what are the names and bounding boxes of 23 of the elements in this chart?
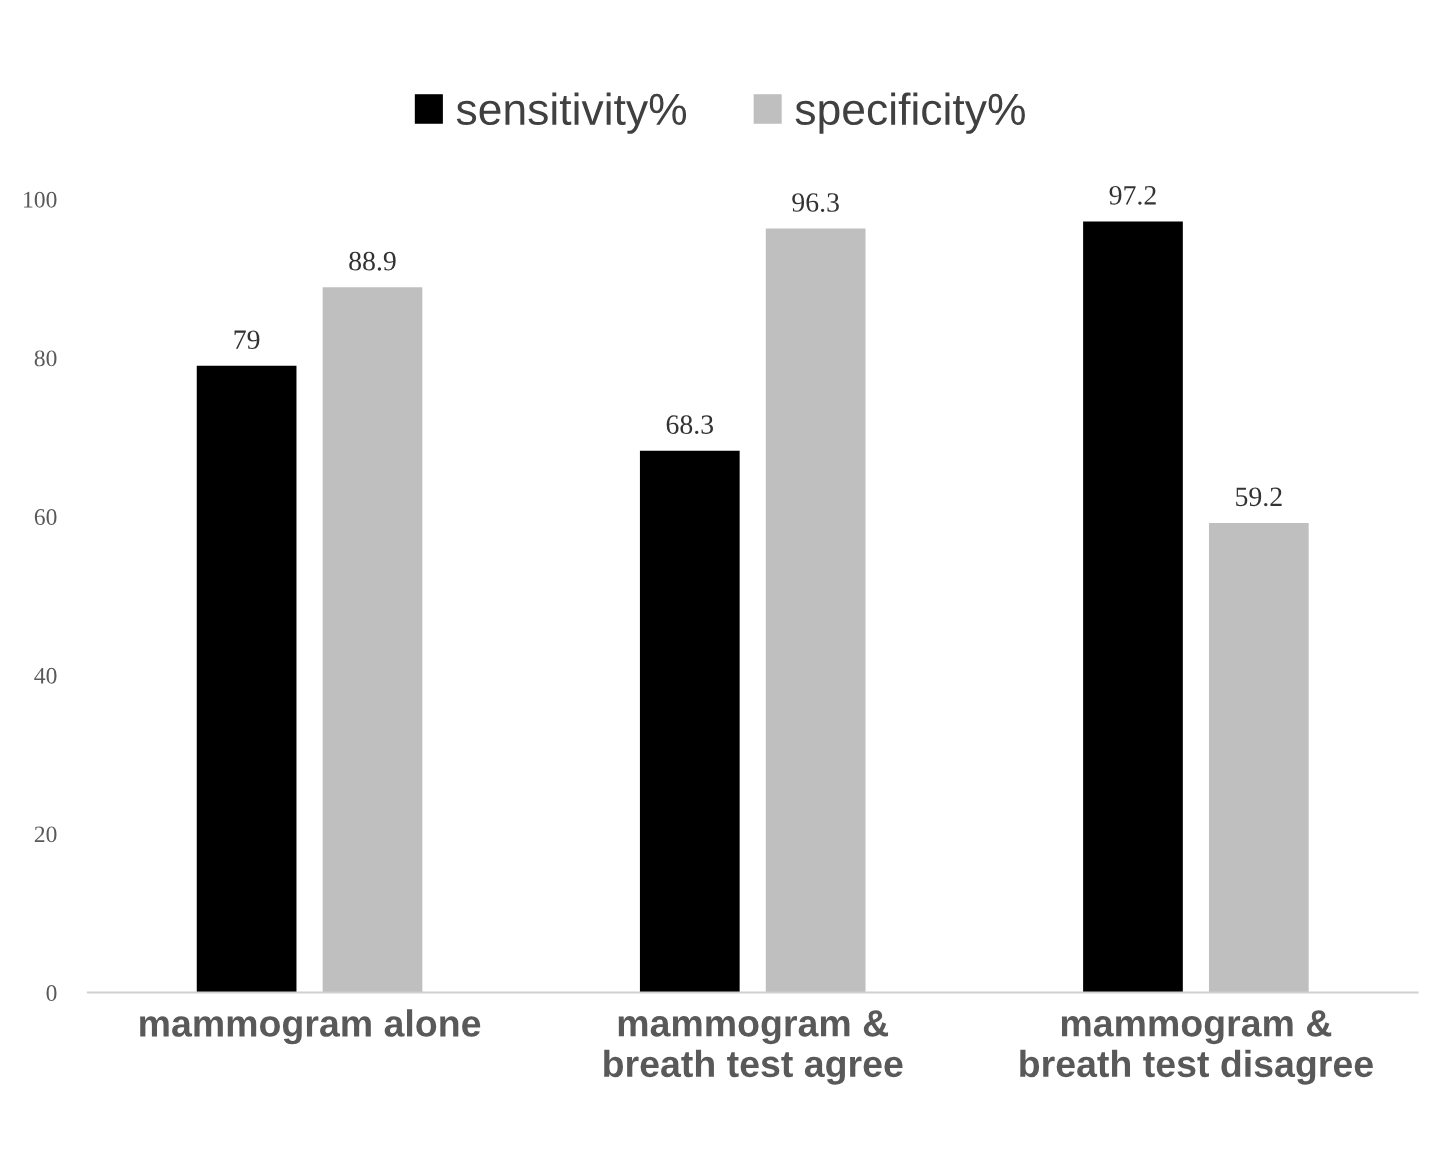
data-label: 68.3 [666, 415, 714, 435]
y-tick-label: 40 [34, 667, 57, 684]
x-tick-label: mammogram & breath test agree [604, 1010, 903, 1085]
legend-label: specificity% [795, 92, 1025, 134]
x-tick-label: mammogram alone [140, 1009, 481, 1045]
data-label: 79 [234, 330, 260, 350]
data-label: 59.2 [1236, 487, 1282, 507]
bar [639, 450, 740, 993]
data-label: 88.9 [349, 251, 396, 271]
bar [322, 287, 423, 993]
bar [765, 228, 866, 993]
y-tick-label: 60 [34, 509, 57, 525]
data-label: 97.2 [1109, 186, 1156, 205]
y-tick-label: 100 [24, 191, 57, 208]
bar [1208, 522, 1309, 993]
y-tick-label: 20 [34, 826, 57, 843]
y-tick-label: 80 [34, 350, 57, 367]
x-tick-label: mammogram & breath test disagree [1020, 1010, 1373, 1085]
bar [1083, 221, 1183, 993]
bar [196, 365, 297, 993]
y-tick-label: 0 [46, 985, 57, 1001]
legend-label: sensitivity% [456, 92, 687, 134]
data-label: 96.3 [792, 193, 839, 212]
